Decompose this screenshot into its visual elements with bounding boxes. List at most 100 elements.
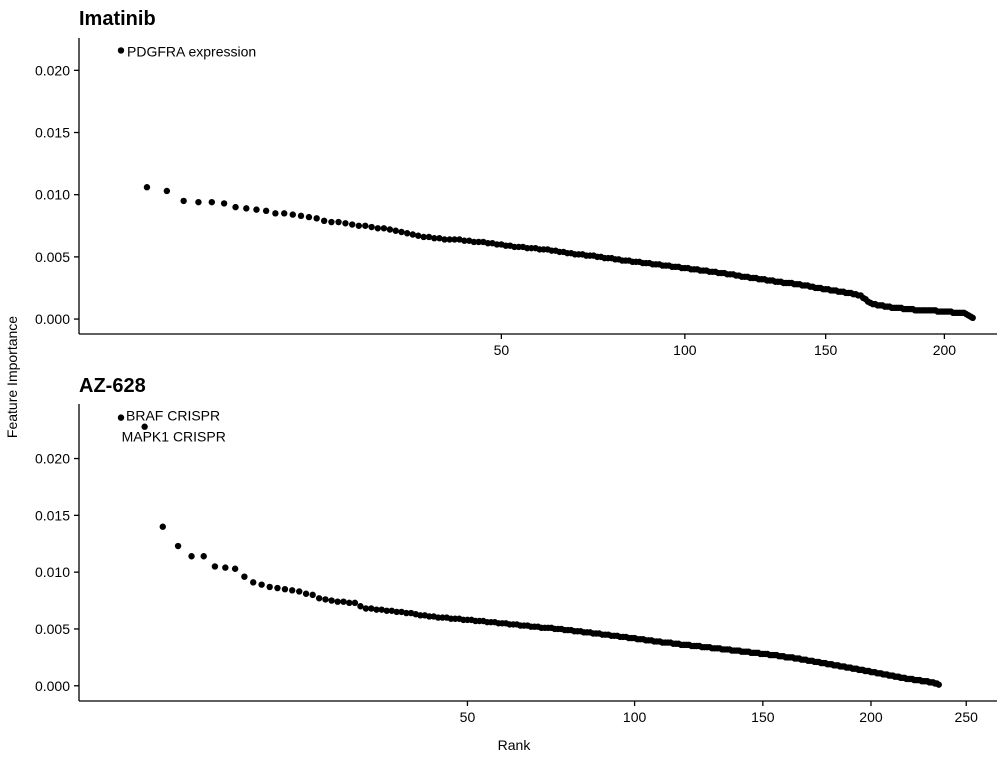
data-point xyxy=(378,606,385,613)
data-point xyxy=(231,565,239,572)
data-point xyxy=(456,236,463,243)
data-point xyxy=(446,236,453,243)
data-point xyxy=(241,573,248,580)
y-tick-label: 0.005 xyxy=(35,621,70,637)
y-tick-label: 0.005 xyxy=(35,249,70,265)
x-tick-label: 100 xyxy=(623,709,647,725)
y-tick-label: 0.000 xyxy=(35,678,70,694)
x-axis-label: Rank xyxy=(498,737,532,753)
data-point xyxy=(493,241,501,248)
data-point xyxy=(195,198,202,206)
data-point xyxy=(368,223,375,231)
panel-title: Imatinib xyxy=(79,8,156,30)
data-point xyxy=(342,220,349,227)
data-point xyxy=(328,597,335,604)
data-point xyxy=(289,211,296,218)
point-annotation: BRAF CRISPR xyxy=(126,408,220,424)
data-point xyxy=(380,225,388,232)
y-tick-label: 0.010 xyxy=(35,564,70,580)
point-annotation: MAPK1 CRISPR xyxy=(122,429,226,445)
data-point xyxy=(313,215,320,222)
data-point xyxy=(200,553,207,560)
data-point xyxy=(250,579,257,586)
data-point xyxy=(302,590,310,597)
data-point xyxy=(362,605,370,612)
data-point xyxy=(328,218,335,226)
data-point xyxy=(309,591,316,599)
data-point xyxy=(289,587,296,594)
y-tick-label: 0.020 xyxy=(35,62,70,78)
data-point xyxy=(392,227,399,234)
data-point xyxy=(451,236,458,243)
data-point xyxy=(383,607,390,614)
data-point xyxy=(436,235,443,242)
x-tick-label: 100 xyxy=(673,342,697,358)
panel-az-628: AZ-628 0.000 0.005 0.010 0.015 0.020 50 100 150… xyxy=(35,375,997,725)
data-point xyxy=(393,608,400,616)
panel-title: AZ-628 xyxy=(79,375,146,397)
data-point xyxy=(141,423,148,430)
panel-imatinib: Imatinib 0.000 0.005 0.010 0.015 0.020 50 100 1… xyxy=(35,8,997,358)
data-point xyxy=(484,239,492,247)
data-point xyxy=(969,314,976,322)
data-point xyxy=(296,588,303,595)
x-tick-label: 150 xyxy=(814,342,838,358)
y-tick-label: 0.015 xyxy=(35,507,70,523)
x-tick-label: 200 xyxy=(933,342,957,358)
data-point xyxy=(398,608,405,616)
data-point xyxy=(373,606,380,613)
data-point xyxy=(426,613,433,620)
data-point xyxy=(281,586,289,593)
data-point xyxy=(470,238,478,246)
data-point xyxy=(211,563,219,570)
data-point xyxy=(362,222,369,229)
data-point xyxy=(262,207,270,215)
data-point xyxy=(351,599,359,607)
data-point xyxy=(475,238,482,246)
y-tick-label: 0.015 xyxy=(35,125,70,141)
data-point xyxy=(281,210,288,217)
data-point xyxy=(368,605,375,612)
data-point xyxy=(320,217,328,225)
data-point xyxy=(461,237,468,244)
data-point xyxy=(174,542,182,550)
data-point xyxy=(222,564,229,571)
data-point xyxy=(208,198,216,206)
data-point xyxy=(220,200,228,207)
data-point xyxy=(420,233,427,241)
data-point xyxy=(386,226,394,233)
y-axis-label: Feature Importance xyxy=(4,316,20,438)
x-tick-label: 50 xyxy=(460,709,476,725)
data-point xyxy=(417,612,424,619)
data-point xyxy=(253,206,260,213)
data-point xyxy=(355,222,363,229)
data-point xyxy=(188,553,195,560)
x-tick-label: 150 xyxy=(751,709,775,725)
data-point xyxy=(243,205,250,212)
data-point xyxy=(388,607,395,614)
data-point xyxy=(425,233,433,241)
data-point xyxy=(117,47,125,54)
data-point xyxy=(349,221,356,228)
data-point xyxy=(935,681,942,688)
data-point xyxy=(346,599,353,607)
data-point xyxy=(415,232,422,239)
data-point xyxy=(180,197,187,205)
data-point xyxy=(315,595,323,602)
data-point xyxy=(163,187,171,195)
data-point xyxy=(117,414,125,421)
data-point xyxy=(305,213,313,221)
data-point xyxy=(335,218,342,226)
data-point xyxy=(334,598,341,605)
data-point xyxy=(409,231,416,238)
data-point xyxy=(398,228,405,236)
data-point xyxy=(297,212,305,220)
data-point xyxy=(403,609,410,617)
data-point xyxy=(441,236,448,243)
data-point xyxy=(340,598,347,605)
data-point xyxy=(266,583,273,591)
y-tick-label: 0.010 xyxy=(35,187,70,203)
data-point xyxy=(143,184,151,191)
